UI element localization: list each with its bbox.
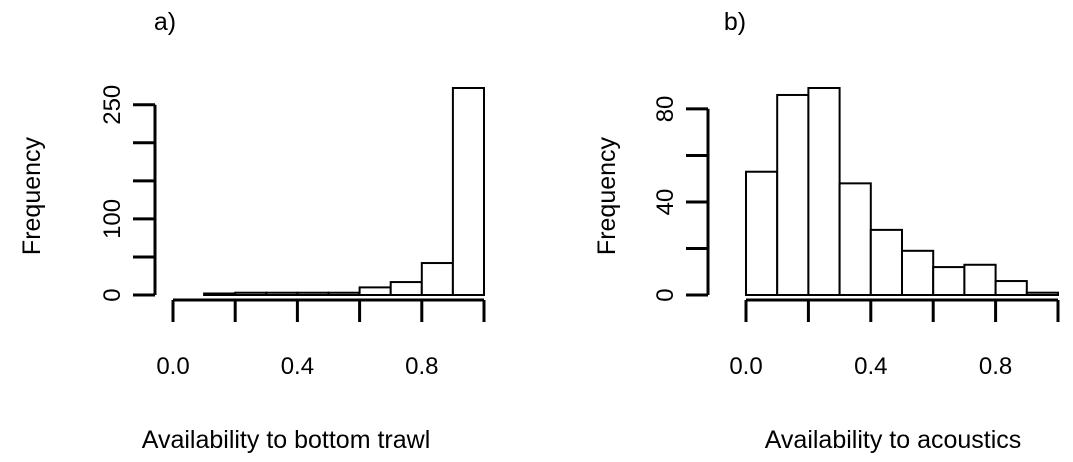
x-tick-label: 0.0: [156, 353, 189, 380]
histogram-bar: [869, 228, 903, 296]
histogram-bar: [1025, 291, 1060, 297]
histogram-bar: [203, 292, 237, 296]
histogram-bar: [807, 87, 841, 296]
y-tick-label: 80: [652, 96, 679, 123]
x-tick-label: 0.8: [979, 353, 1012, 380]
histogram-bar: [358, 286, 392, 297]
x-tick-label: 0.4: [281, 353, 314, 380]
histogram-bar: [994, 280, 1028, 297]
x-tick-label: 0.0: [729, 353, 762, 380]
x-tick-label: 0.4: [854, 353, 887, 380]
histogram-bar: [451, 87, 485, 296]
histogram-bar: [265, 291, 299, 297]
histogram-bar: [932, 266, 966, 296]
y-tick-label: 100: [99, 199, 126, 239]
y-axis-title: Frequency: [18, 136, 46, 255]
histogram-bar: [389, 281, 423, 296]
histogram-bar: [901, 249, 935, 296]
histogram-bar: [234, 291, 268, 297]
histogram-bar: [838, 182, 872, 297]
y-tick-label: 0: [99, 288, 126, 301]
histogram-bar: [745, 170, 779, 296]
histogram-bar: [327, 291, 361, 297]
y-tick-label: 40: [652, 189, 679, 216]
panel-label: b): [724, 8, 746, 36]
histogram-bar: [776, 93, 810, 297]
y-tick-label: 250: [99, 85, 126, 125]
histogram-bar: [420, 262, 454, 297]
x-axis-title: Availability to bottom trawl: [142, 426, 431, 454]
histogram-bar: [963, 263, 997, 296]
y-tick-label: 0: [652, 288, 679, 301]
x-axis-title: Availability to acoustics: [765, 426, 1022, 454]
x-tick-label: 0.8: [405, 353, 438, 380]
y-axis-title: Frequency: [593, 136, 621, 255]
histogram-bar: [296, 291, 330, 297]
panel-label: a): [154, 8, 176, 36]
